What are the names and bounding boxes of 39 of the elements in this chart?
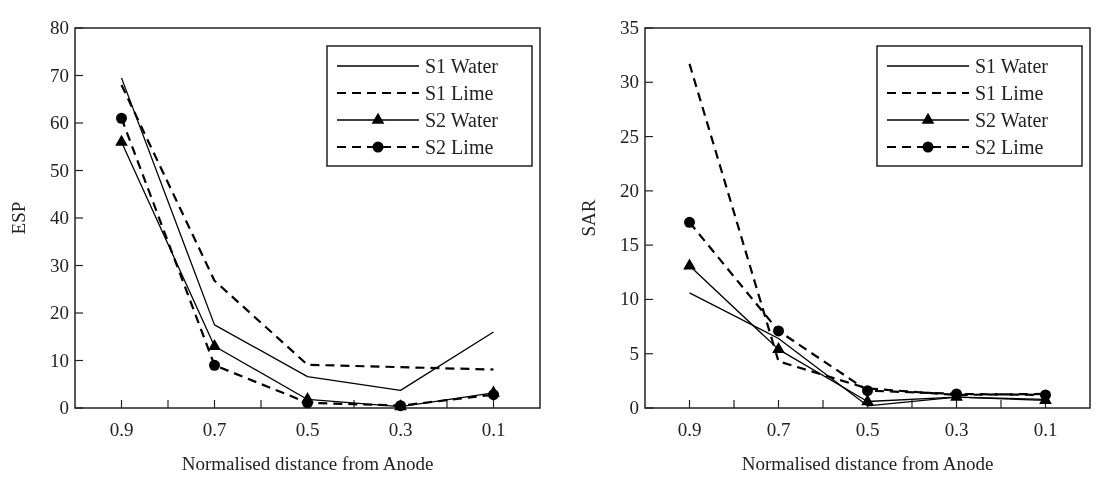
y-tick-label: 25 (620, 125, 639, 147)
legend-label: S1 Water (425, 55, 499, 77)
y-tick-label: 10 (50, 349, 69, 371)
y-axis-title: SAR (578, 199, 599, 237)
legend-label: S1 Water (975, 55, 1049, 77)
y-axis-title: ESP (8, 201, 29, 235)
x-tick-label: 0.3 (388, 419, 413, 440)
legend-label: S1 Lime (975, 82, 1044, 104)
y-tick-label: 20 (50, 302, 69, 323)
y-tick-label: 15 (620, 234, 639, 256)
x-tick-label: 0.9 (109, 419, 134, 440)
y-tick-label: 20 (620, 179, 639, 201)
y-tick-label: 60 (50, 112, 69, 133)
y-tick-label: 0 (629, 397, 639, 418)
x-tick-label: 0.9 (677, 419, 702, 440)
y-tick-label: 0 (59, 397, 69, 418)
x-tick-label: 0.5 (295, 419, 320, 440)
x-axis-title: Normalised distance from Anode (741, 453, 994, 474)
legend-label: S2 Lime (975, 136, 1044, 158)
x-tick-label: 0.7 (202, 419, 227, 440)
legend-label: S1 Lime (425, 82, 494, 104)
legend-label: S2 Lime (425, 136, 494, 158)
y-tick-label: 5 (629, 342, 639, 364)
y-tick-label: 10 (620, 288, 639, 310)
y-tick-label: 70 (50, 64, 69, 86)
y-tick-label: 35 (620, 17, 639, 38)
x-tick-label: 0.3 (944, 419, 969, 440)
x-tick-label: 0.1 (1033, 419, 1058, 440)
x-tick-label: 0.7 (766, 419, 791, 440)
x-axis-title: Normalised distance from Anode (181, 453, 434, 474)
y-tick-label: 50 (50, 159, 69, 181)
legend-label: S2 Water (975, 109, 1049, 131)
legend-label: S2 Water (425, 109, 499, 131)
x-tick-label: 0.5 (855, 419, 880, 440)
y-tick-label: 80 (50, 17, 69, 38)
x-tick-label: 0.1 (481, 419, 506, 440)
y-tick-label: 30 (620, 71, 639, 93)
y-tick-label: 40 (50, 207, 69, 228)
y-tick-label: 30 (50, 254, 69, 276)
